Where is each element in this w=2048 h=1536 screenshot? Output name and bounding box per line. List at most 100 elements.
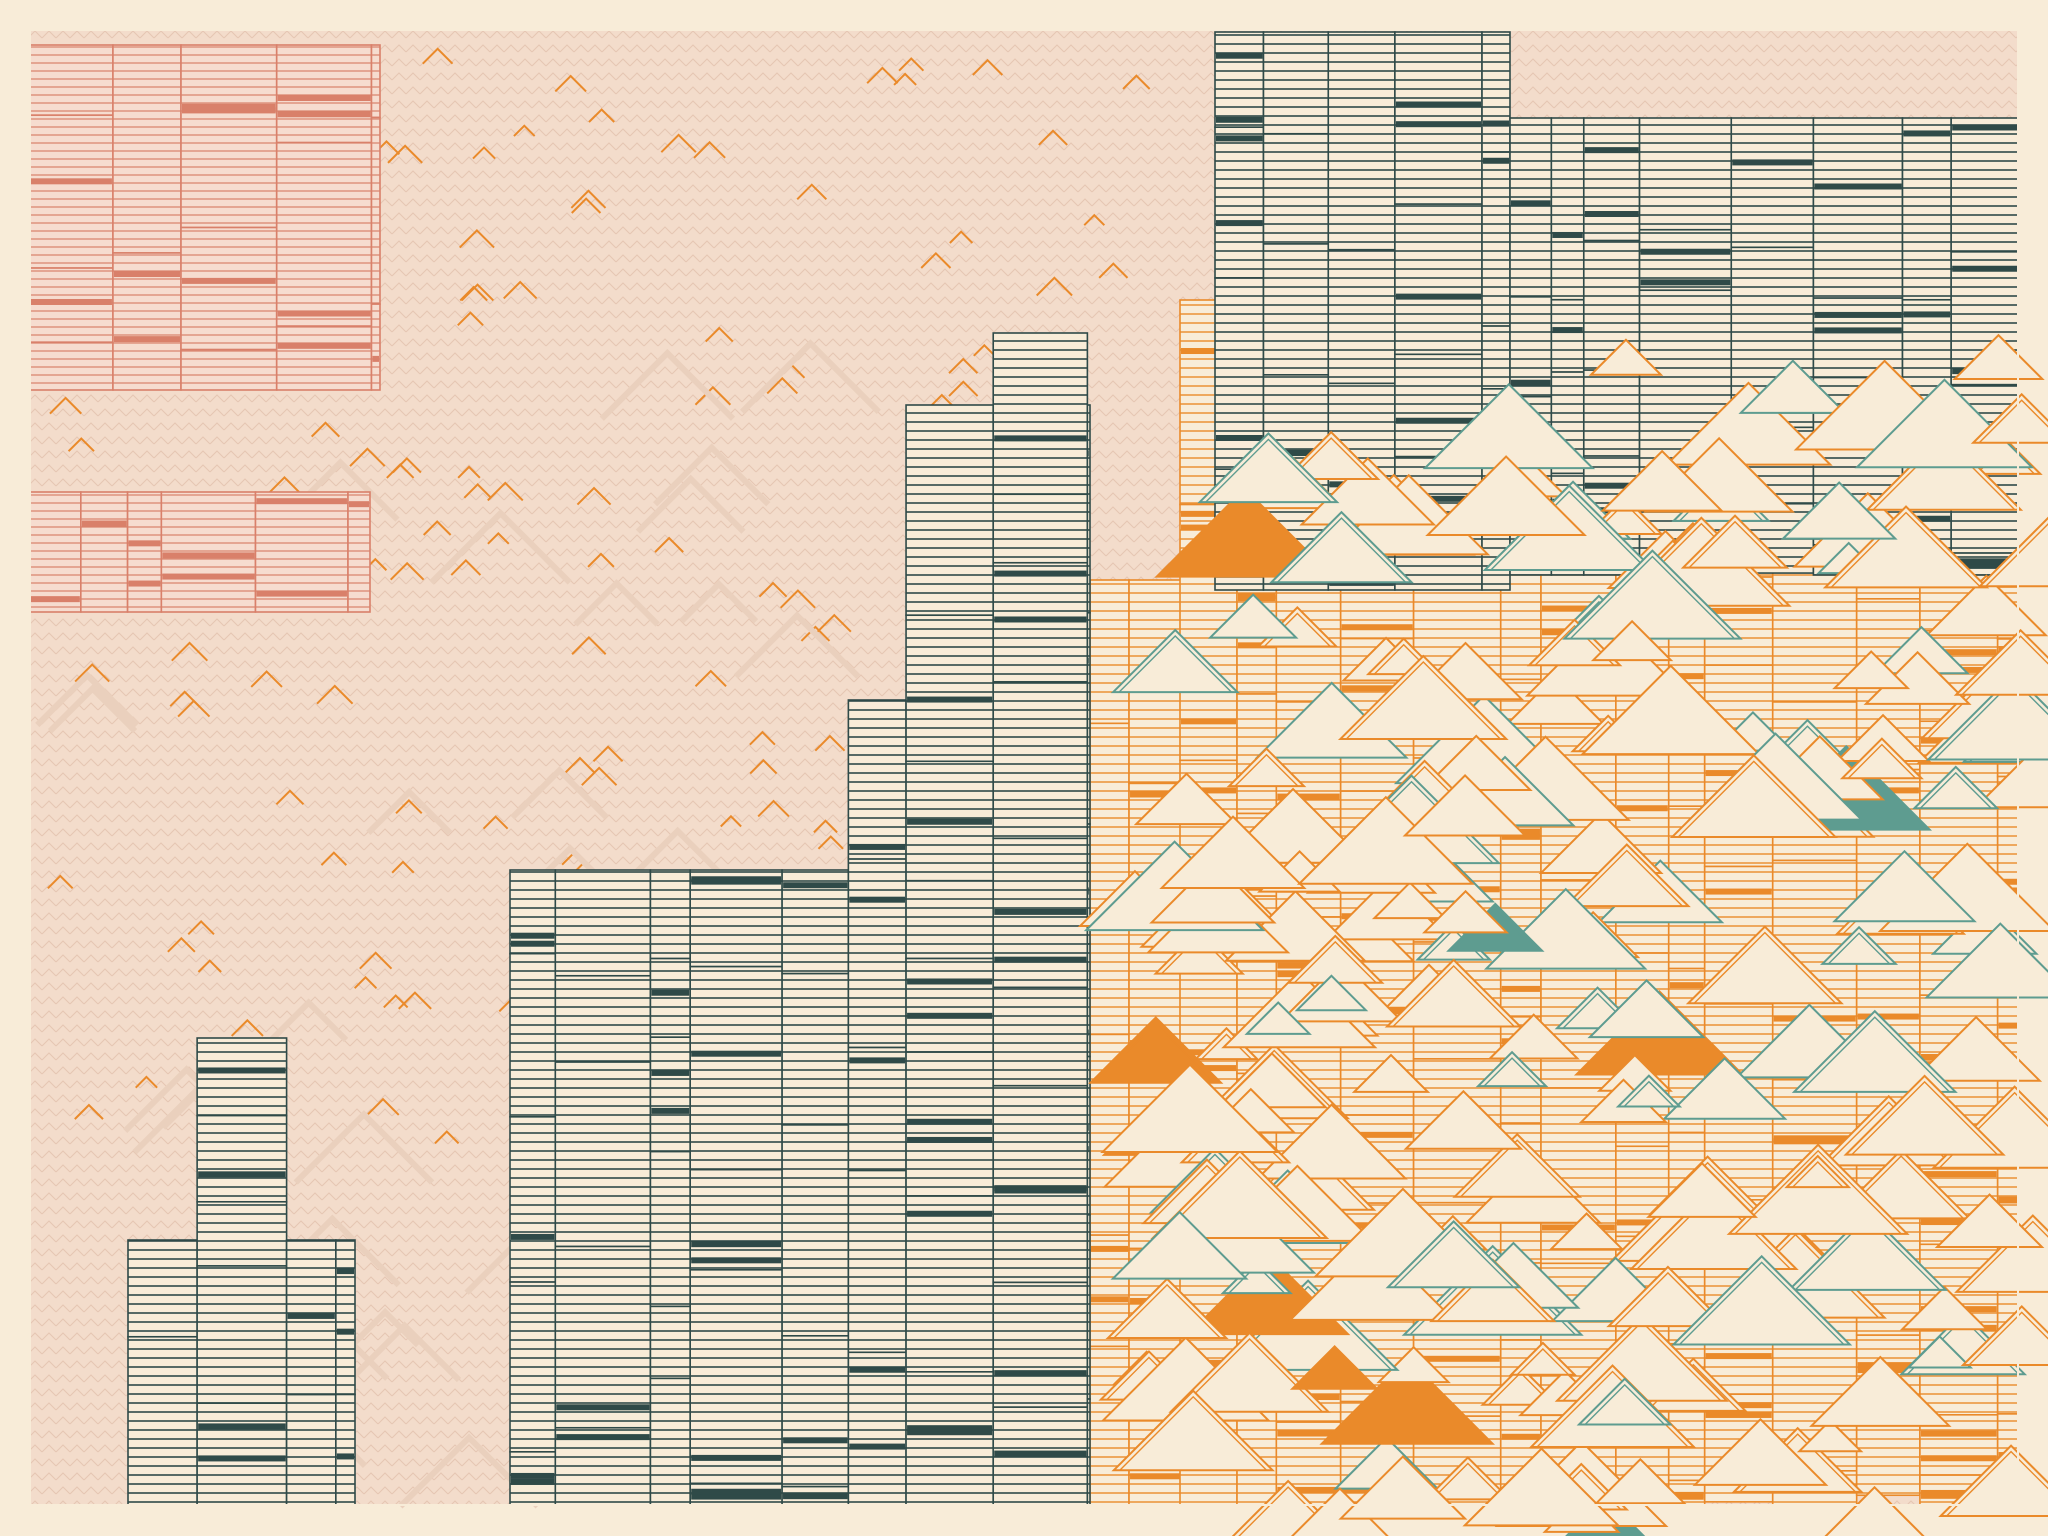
accent-bar	[1216, 116, 1263, 123]
triangle-echo	[1851, 1080, 1998, 1156]
dark-block	[554, 1245, 652, 1429]
accent-bar	[128, 580, 161, 587]
triangle	[1615, 1074, 1683, 1108]
accent-bar	[907, 978, 993, 985]
triangle	[1832, 650, 1911, 690]
accent-bar	[1216, 220, 1263, 227]
dark-block	[509, 1116, 557, 1283]
dark-block	[127, 1239, 198, 1338]
triangle-echo	[1096, 1022, 1216, 1084]
triangle	[1588, 338, 1664, 376]
triangle	[1168, 1331, 1331, 1413]
pale-chevron	[627, 826, 728, 881]
triangle	[1562, 843, 1691, 908]
accent-bar	[181, 103, 276, 110]
triangle-echo	[1289, 437, 1373, 480]
chevron	[749, 730, 776, 746]
triangle	[1606, 1265, 1730, 1328]
triangle	[1669, 753, 1838, 838]
triangle-echo	[1978, 399, 2048, 444]
accent-bar	[256, 590, 347, 597]
triangle	[1820, 925, 1899, 965]
chevron	[758, 581, 788, 598]
dark-block	[1950, 117, 2019, 253]
accent-bar	[1482, 157, 1509, 164]
triangle	[1376, 1345, 1451, 1384]
dark-block	[1509, 117, 1553, 298]
dark-block	[196, 1402, 288, 1506]
pale-chevron	[635, 474, 746, 534]
triangle-echo	[1460, 1139, 1575, 1198]
triangle	[1226, 747, 1307, 788]
triangle-echo	[1569, 555, 1735, 640]
triangle-echo	[1393, 1226, 1514, 1288]
accent-bar	[1640, 279, 1731, 286]
chevron	[275, 789, 305, 806]
chevron	[588, 108, 615, 123]
triangle	[1646, 1161, 1759, 1218]
orange-block	[1089, 929, 1130, 1036]
chevron	[366, 1097, 400, 1116]
triangle	[1726, 1143, 1910, 1235]
triangle	[1281, 430, 1381, 481]
accent-bar	[336, 1268, 354, 1275]
accent-bar	[511, 940, 555, 947]
accent-bar	[1395, 101, 1481, 108]
dark-block	[649, 1036, 692, 1153]
chevron	[450, 559, 482, 576]
triangle	[1149, 859, 1277, 924]
triangle	[1822, 505, 1990, 589]
chevron	[571, 197, 602, 214]
accent-bar	[348, 501, 369, 508]
salmon-block	[275, 325, 373, 391]
accent-bar	[1181, 510, 1237, 517]
dark-block	[1086, 943, 1091, 1058]
triangle	[1110, 628, 1240, 694]
accent-bar	[1920, 649, 1997, 656]
triangle-echo	[1946, 1450, 2048, 1517]
accent-bar	[651, 1069, 690, 1076]
triangle-echo	[1431, 1462, 1505, 1500]
pale-chevron	[653, 443, 771, 507]
accent-bar	[1395, 121, 1481, 128]
dark-block	[1550, 298, 1585, 373]
triangle	[1664, 381, 1833, 466]
accent-bar	[994, 1185, 1087, 1192]
chevron	[814, 734, 846, 752]
accent-bar	[1181, 348, 1237, 355]
triangle	[1337, 654, 1509, 741]
triangle-echo	[1792, 1161, 1844, 1188]
accent-bar	[1640, 248, 1731, 255]
chevron	[349, 447, 386, 467]
chevron	[487, 481, 524, 502]
accent-bar	[1669, 1491, 1704, 1498]
triangle-echo	[1118, 635, 1232, 693]
dark-block	[992, 1084, 1089, 1284]
dark-block	[905, 957, 995, 1053]
dark-block	[1262, 132, 1330, 245]
accent-bar	[1920, 1455, 1997, 1462]
triangle	[1864, 431, 2024, 511]
triangle	[1371, 881, 1448, 920]
accent-bar	[1088, 1029, 1089, 1036]
accent-bar	[1920, 1171, 1997, 1178]
accent-bar	[1616, 1219, 1668, 1226]
triangle	[1299, 456, 1437, 526]
dark-block	[905, 879, 995, 960]
dark-block	[781, 972, 850, 1126]
dark-block	[196, 1037, 288, 1117]
accent-bar	[994, 1370, 1087, 1377]
triangle	[1854, 378, 2035, 469]
triangle-echo	[1113, 1283, 1221, 1339]
accent-bar	[277, 310, 371, 317]
dark-block	[847, 699, 907, 860]
pale-chevron	[35, 670, 140, 728]
accent-bar	[1341, 685, 1413, 692]
triangle	[1422, 889, 1510, 934]
accent-bar	[1216, 52, 1263, 59]
triangle	[1508, 1341, 1578, 1376]
accent-bar	[1584, 482, 1639, 489]
triangle-echo	[1201, 1033, 1252, 1060]
accent-bar	[907, 1136, 993, 1143]
dark-block	[649, 1377, 692, 1506]
